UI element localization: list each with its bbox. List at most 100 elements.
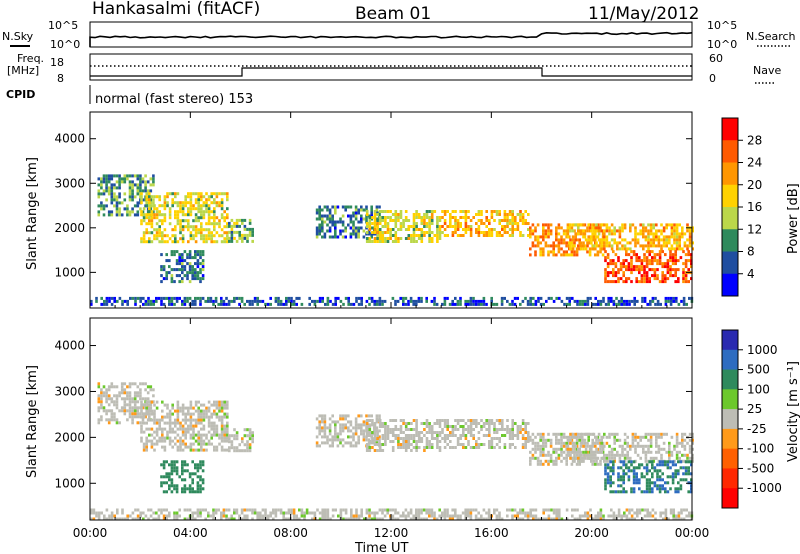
- velocity-cell: [661, 472, 664, 476]
- power-cell: [274, 296, 278, 300]
- velocity-cell: [443, 446, 447, 449]
- power-cell: [148, 231, 151, 235]
- power-cell: [682, 299, 686, 303]
- velocity-cell: [578, 514, 582, 518]
- velocity-cell: [394, 517, 397, 521]
- power-cell: [362, 208, 366, 212]
- velocity-cell: [443, 517, 447, 521]
- velocity-cell: [173, 460, 176, 464]
- velocity-cell: [612, 466, 615, 470]
- power-cell: [449, 222, 452, 225]
- velocity-cell: [521, 422, 525, 425]
- velocity-cell: [200, 433, 203, 437]
- velocity-cell: [194, 463, 197, 467]
- power-cell: [202, 228, 206, 232]
- velocity-cell: [269, 511, 272, 515]
- velocity-cell: [532, 508, 535, 512]
- velocity-cell: [681, 453, 684, 457]
- velocity-cell: [92, 508, 96, 512]
- power-cell: [410, 240, 413, 243]
- velocity-cell: [354, 426, 358, 430]
- power-cell: [192, 228, 195, 232]
- power-cell: [498, 222, 501, 225]
- power-cell: [587, 238, 590, 242]
- velocity-cell: [326, 441, 329, 445]
- power-cell: [588, 247, 592, 251]
- velocity-cell: [627, 460, 631, 464]
- velocity-cell: [115, 397, 119, 401]
- velocity-cell: [166, 421, 169, 425]
- velocity-cell: [608, 432, 611, 436]
- power-cell: [402, 219, 405, 222]
- velocity-cell: [625, 472, 628, 476]
- power-cell: [233, 224, 236, 228]
- velocity-cell: [212, 511, 215, 515]
- power-cell: [552, 241, 555, 245]
- velocity-cell: [173, 514, 176, 518]
- velocity-cell: [635, 478, 638, 482]
- velocity-cell: [341, 423, 345, 427]
- velocity-cell: [562, 432, 566, 436]
- velocity-cell: [422, 517, 426, 521]
- velocity-cell: [565, 435, 568, 439]
- velocity-cell: [596, 435, 600, 439]
- power-cell: [675, 223, 679, 227]
- velocity-cell: [136, 385, 140, 389]
- velocity-cell: [566, 453, 570, 457]
- power-cell: [686, 229, 689, 233]
- velocity-cell: [226, 424, 229, 428]
- velocity-cell: [187, 445, 190, 449]
- power-cell: [603, 235, 606, 239]
- power-cell: [144, 183, 147, 187]
- power-cell: [118, 183, 121, 187]
- velocity-cell: [261, 508, 265, 512]
- velocity-cell: [202, 418, 206, 422]
- power-cell: [202, 237, 206, 241]
- velocity-cell: [643, 490, 646, 494]
- velocity-cell: [603, 453, 606, 457]
- power-cell: [328, 208, 332, 212]
- power-cell: [664, 280, 667, 284]
- velocity-cell: [617, 508, 621, 512]
- power-cell: [102, 204, 106, 208]
- velocity-cell: [506, 514, 509, 518]
- velocity-cell: [220, 448, 224, 452]
- velocity-cell: [691, 459, 694, 463]
- power-cell: [596, 250, 600, 254]
- power-cell: [588, 223, 592, 227]
- velocity-cell: [347, 426, 350, 430]
- velocity-cell: [464, 437, 468, 440]
- velocity-cell: [220, 430, 224, 434]
- power-cell: [145, 222, 148, 226]
- power-cell: [113, 204, 116, 208]
- velocity-cell: [184, 442, 187, 446]
- power-cell: [188, 268, 192, 272]
- velocity-cell: [592, 453, 596, 457]
- velocity-cell: [597, 450, 601, 454]
- power-cell: [579, 244, 583, 248]
- velocity-cell: [467, 428, 470, 431]
- power-cell: [202, 195, 206, 199]
- velocity-cell: [170, 463, 174, 467]
- power-cell: [583, 235, 587, 239]
- velocity-cell: [612, 460, 615, 464]
- power-cell: [328, 235, 332, 239]
- power-cell: [577, 223, 580, 227]
- velocity-cell: [686, 453, 689, 457]
- velocity-cell: [560, 444, 563, 448]
- velocity-cell: [562, 444, 566, 448]
- velocity-cell: [660, 447, 663, 451]
- velocity-cell: [595, 438, 598, 442]
- power-cell: [524, 222, 527, 225]
- velocity-cell: [608, 456, 611, 460]
- velocity-cell: [446, 514, 449, 518]
- power-cell: [647, 229, 650, 233]
- power-cell: [191, 256, 194, 260]
- velocity-cell: [641, 508, 644, 512]
- velocity-cell: [123, 388, 127, 392]
- power-cell: [389, 237, 392, 240]
- power-cell: [673, 229, 676, 233]
- velocity-cell: [469, 517, 473, 521]
- power-cell: [625, 259, 628, 263]
- power-cell: [425, 210, 429, 213]
